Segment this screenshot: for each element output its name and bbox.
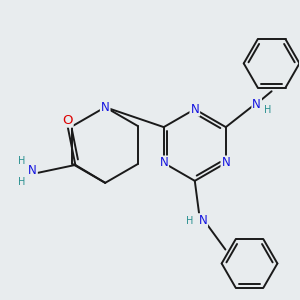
Text: H: H	[186, 216, 194, 226]
Text: N: N	[190, 103, 199, 116]
Text: N: N	[198, 214, 207, 227]
Text: H: H	[18, 177, 25, 187]
Text: O: O	[62, 114, 73, 127]
Text: N: N	[159, 156, 168, 170]
Text: H: H	[264, 105, 271, 115]
Text: N: N	[101, 101, 110, 114]
Text: N: N	[221, 156, 230, 170]
Text: N: N	[252, 98, 261, 111]
Text: N: N	[28, 164, 37, 177]
Text: H: H	[18, 156, 25, 166]
